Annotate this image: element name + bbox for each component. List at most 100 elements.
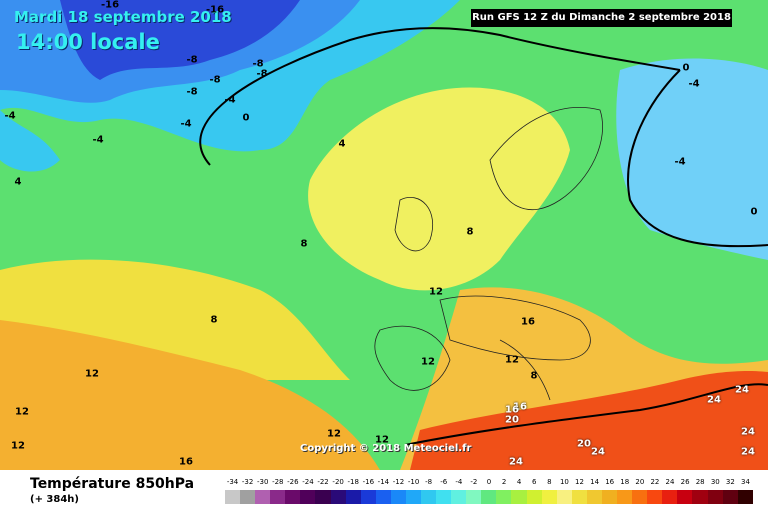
legend-swatch [375, 490, 391, 504]
legend-swatch [617, 490, 633, 504]
legend-tick: -28 [272, 478, 284, 486]
legend-swatch [601, 490, 618, 504]
legend-swatch [692, 490, 708, 504]
legend-tick: -6 [440, 478, 448, 486]
warm-zone-yellow [308, 87, 570, 291]
legend-tick: 8 [547, 478, 552, 486]
legend-swatch [360, 490, 376, 504]
coastline-iberia [374, 326, 451, 391]
isotherm-label: 20 [505, 414, 519, 426]
legend-tick: 18 [620, 478, 630, 486]
cold-zone-blue [60, 0, 300, 80]
legend-tick: -10 [407, 478, 420, 486]
legend-tick: -2 [470, 478, 478, 486]
isotherm-label: -16 [100, 0, 120, 11]
legend-swatch [405, 490, 422, 504]
isotherm-label: -4 [180, 118, 192, 130]
isotherm-label: 24 [707, 394, 721, 406]
legend-tick: -22 [317, 478, 329, 486]
legend-tick: 4 [516, 478, 522, 486]
legend-swatch [451, 490, 467, 504]
legend-swatch-row [225, 490, 753, 504]
isotherm-label: 4 [14, 176, 22, 188]
isotherm-label: 20 [577, 438, 591, 450]
isotherm-label: -8 [186, 54, 198, 66]
legend-swatch [270, 490, 286, 504]
forecast-date: Mardi 18 septembre 2018 [14, 8, 232, 26]
legend-swatch [315, 490, 331, 504]
isotherm-label: 12 [429, 286, 443, 298]
isotherm-label: 24 [509, 456, 523, 468]
isotherm-label: 12 [327, 428, 341, 440]
legend-tick: 20 [635, 478, 645, 486]
cold-zone-west [0, 110, 60, 172]
legend-swatch [481, 490, 497, 504]
legend-tick: 22 [650, 478, 660, 486]
legend-tick-row: -34 -32 -30 -28 -26 -24 -22 -20 -18 -16 -14 -12 -10-… [225, 478, 753, 488]
isotherm-label: 8 [466, 226, 474, 238]
isotherm-label: -4 [4, 110, 16, 122]
legend-tick: 16 [605, 478, 615, 486]
coastline-central-europe [439, 295, 591, 361]
legend-swatch [345, 490, 361, 504]
isotherm-label: -4 [688, 78, 700, 90]
legend-tick: -4 [455, 478, 463, 486]
legend-swatch [677, 490, 693, 504]
isotherm-label: -4 [224, 94, 236, 106]
legend-tick: 32 [725, 478, 735, 486]
legend-swatch [511, 490, 527, 504]
coastline-scandinavia [489, 107, 603, 210]
legend-swatch [255, 490, 271, 504]
legend-swatch [436, 490, 452, 504]
isotherm-zero-north [199, 27, 681, 166]
isotherm-label: -8 [186, 86, 198, 98]
legend-swatch [390, 490, 406, 504]
isotherm-label: 0 [682, 62, 690, 74]
legend-swatch [496, 490, 512, 504]
legend-tick: 0 [486, 478, 492, 486]
temperature-map [0, 0, 768, 470]
legend-tick: -12 [392, 478, 405, 486]
legend-tick: -34 [226, 478, 239, 486]
legend-swatch [647, 490, 663, 504]
isotherm-label: 16 [513, 401, 527, 413]
isotherm-label: 12 [11, 440, 25, 452]
isotherm-label: 24 [741, 446, 755, 458]
isotherm-label: 12 [421, 356, 435, 368]
legend-tick: -32 [241, 478, 254, 486]
isotherm-label: -8 [256, 68, 268, 80]
legend-tick: 12 [575, 478, 584, 486]
legend-tick: 28 [695, 478, 705, 486]
legend-tick: -30 [256, 478, 269, 486]
legend-swatch [662, 490, 678, 504]
isotherm-label: 12 [505, 354, 519, 366]
legend-tick: -16 [362, 478, 375, 486]
legend-swatch [421, 490, 437, 504]
legend-swatch [707, 490, 723, 504]
legend-swatch [556, 490, 572, 504]
legend-title: Température 850hPa [30, 476, 195, 492]
legend-tick: -20 [332, 478, 344, 486]
coastline-britain [394, 197, 434, 252]
legend-swatch [526, 490, 542, 504]
legend-swatch [737, 490, 753, 504]
isotherm-label: 12 [15, 406, 29, 418]
isotherm-label: 8 [300, 238, 308, 250]
legend-tick: 6 [532, 478, 537, 486]
isotherm-label: -4 [674, 156, 686, 168]
color-scale-legend: -34 -32 -30 -28 -26 -24 -22 -20 -18 -16 -14 -12 -10-… [225, 478, 753, 506]
isotherm-zero-east [627, 69, 768, 248]
isotherm-label: 4 [338, 138, 346, 150]
legend-tick: -24 [302, 478, 314, 486]
legend-tick: -8 [425, 478, 433, 486]
isotherm-label: 24 [741, 426, 755, 438]
isotherm-label: 12 [85, 368, 99, 380]
legend-swatch [225, 490, 241, 504]
legend-tick: -18 [347, 478, 359, 486]
legend-swatch [240, 490, 256, 504]
legend-tick: 26 [680, 478, 690, 486]
legend-tick: -26 [287, 478, 299, 486]
isotherm-label: -16 [205, 4, 225, 16]
isotherm-label: -4 [92, 134, 104, 146]
